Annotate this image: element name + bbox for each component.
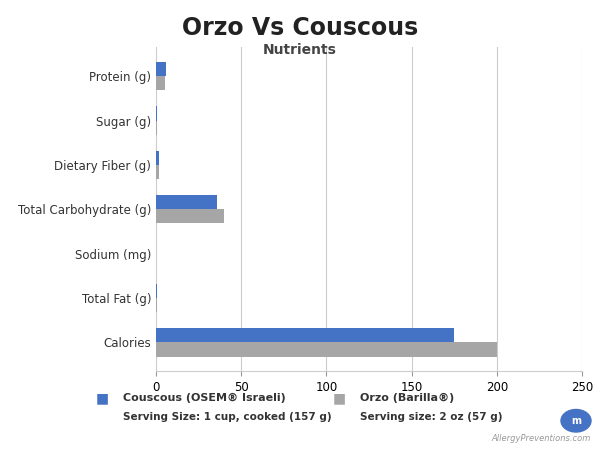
Text: Couscous (OSEM® Israeli): Couscous (OSEM® Israeli) [123,393,286,403]
Text: AllergyPreventions.com: AllergyPreventions.com [491,434,591,443]
Bar [156,342,497,356]
Bar [156,284,157,298]
Bar [156,298,157,312]
Text: Serving size: 2 oz (57 g): Serving size: 2 oz (57 g) [360,412,503,422]
Bar [156,195,217,209]
Text: Nutrients: Nutrients [263,43,337,57]
Bar [156,76,164,90]
Bar [156,165,158,179]
Bar [156,106,157,121]
Bar [156,62,166,76]
Bar [156,209,224,224]
Text: m: m [571,416,581,426]
Text: ■: ■ [332,391,346,405]
Text: Serving Size: 1 cup, cooked (157 g): Serving Size: 1 cup, cooked (157 g) [123,412,332,422]
Bar [156,151,160,165]
Text: Orzo Vs Couscous: Orzo Vs Couscous [182,16,418,40]
Text: Orzo (Barilla®): Orzo (Barilla®) [360,393,454,403]
Text: ■: ■ [95,391,109,405]
Bar [156,328,454,342]
Bar [156,121,157,135]
